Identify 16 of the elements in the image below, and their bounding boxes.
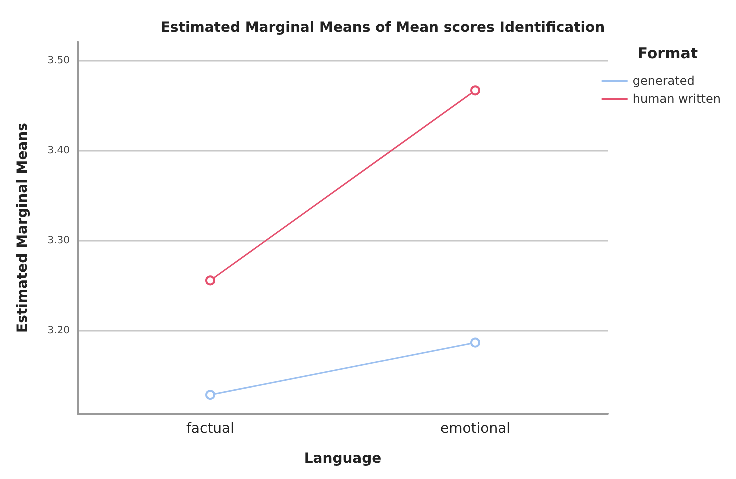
x-tick-label: emotional <box>440 421 511 437</box>
x-tick-label: factual <box>186 421 235 437</box>
legend-title: Format <box>638 44 698 62</box>
legend-label: human written <box>632 92 721 106</box>
point <box>206 390 216 400</box>
y-tick-label: 3.50 <box>48 55 70 66</box>
y-tick-label: 3.30 <box>48 236 70 247</box>
y-tick-label: 3.20 <box>48 326 70 337</box>
chart-title: Estimated Marginal Means of Mean scores Identification <box>160 20 606 36</box>
x-axis-title: Language <box>304 451 382 467</box>
point <box>470 86 480 96</box>
y-axis-title: Estimated Marginal Means <box>15 123 31 333</box>
y-tick-label: 3.40 <box>48 145 70 156</box>
point <box>206 276 216 286</box>
legend-label: generated <box>632 74 695 88</box>
point <box>470 338 480 348</box>
